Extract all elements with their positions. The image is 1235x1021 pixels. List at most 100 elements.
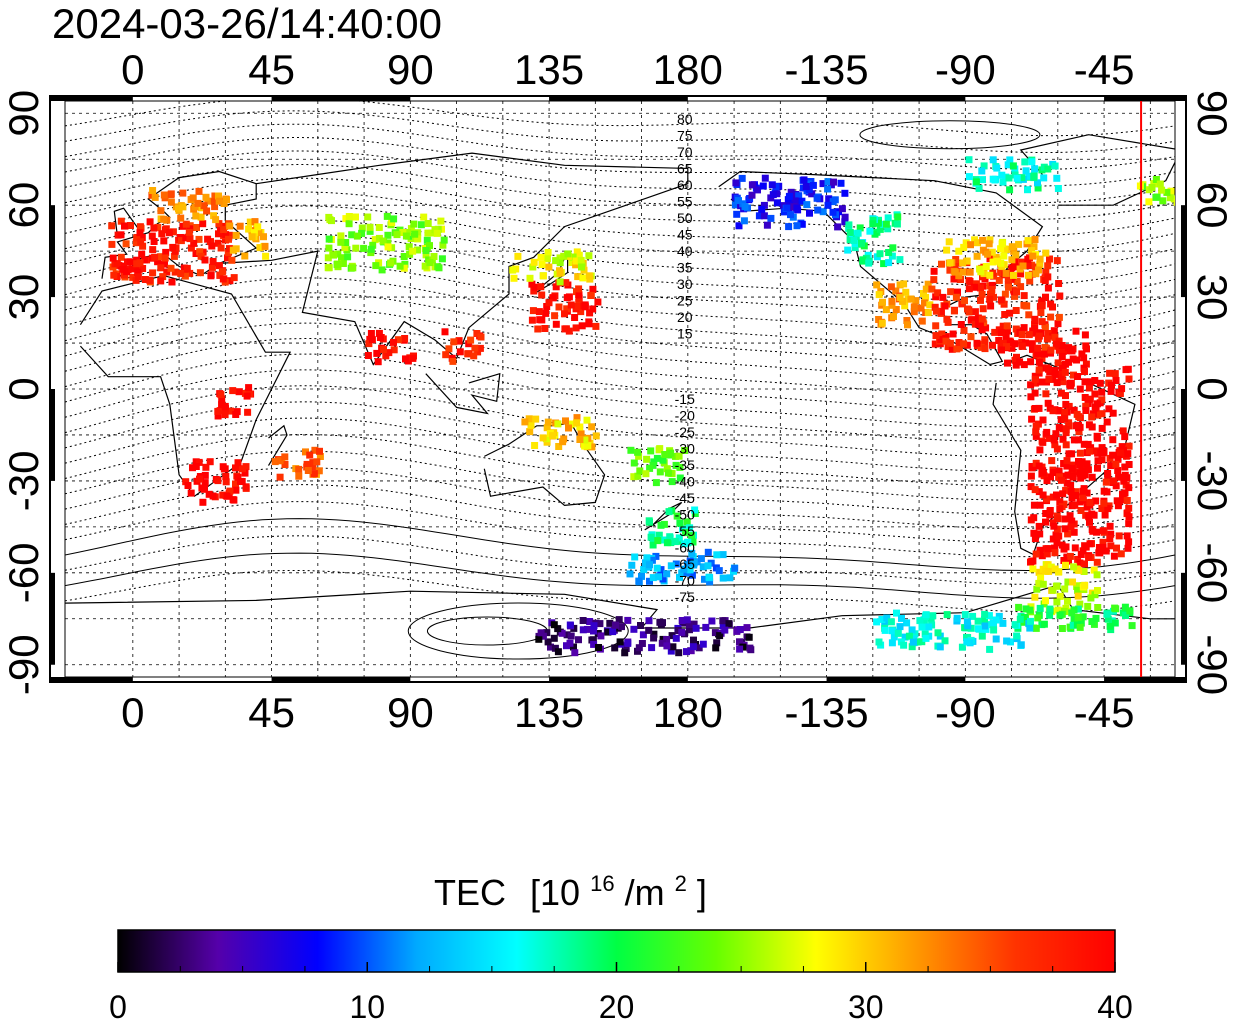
tec-cell — [1031, 486, 1039, 494]
tec-cell — [437, 217, 445, 225]
tec-cell — [1052, 340, 1060, 348]
tec-cell — [132, 239, 140, 247]
contour-label: -50 — [675, 507, 695, 523]
tec-cell — [439, 241, 447, 249]
tec-cell — [650, 634, 658, 642]
tec-cell — [982, 263, 990, 270]
tec-cell — [921, 630, 929, 638]
left-axis-label: -60 — [0, 542, 47, 603]
tec-cell — [1023, 302, 1031, 310]
tec-cell — [1010, 247, 1018, 255]
tec-cell — [158, 230, 166, 238]
tec-cell — [195, 235, 203, 243]
tec-cell — [899, 297, 907, 305]
tec-cell — [680, 540, 688, 548]
tec-cell — [900, 641, 908, 649]
tec-cell — [1090, 511, 1098, 519]
tec-cell — [126, 258, 134, 266]
tec-cell — [226, 487, 234, 495]
tec-cell — [1043, 550, 1051, 558]
tec-cell — [1055, 424, 1063, 431]
tec-cell — [1085, 396, 1093, 404]
tec-cell — [649, 574, 657, 582]
tec-cell — [1026, 277, 1034, 285]
tec-cell — [157, 253, 165, 261]
tec-cell — [1030, 501, 1038, 509]
tec-cell — [544, 249, 552, 256]
tec-cell — [725, 620, 733, 628]
tec-cell — [841, 189, 849, 197]
tec-cell — [798, 220, 806, 228]
tec-cell — [806, 209, 813, 217]
tec-cell — [550, 621, 558, 629]
tec-cell — [149, 187, 157, 194]
tec-cell — [573, 303, 581, 310]
tec-cell — [577, 308, 585, 316]
tec-cell — [325, 244, 333, 252]
tec-cell — [450, 338, 458, 346]
tec-cell — [236, 222, 244, 230]
tec-cell — [366, 227, 374, 235]
bottom-axis-label: -45 — [1074, 689, 1135, 736]
tec-cell — [783, 204, 791, 212]
colorbar-unit-mid: /m — [625, 872, 665, 913]
tec-cell — [675, 452, 683, 460]
tec-cell — [441, 328, 449, 336]
tec-cell — [401, 335, 409, 342]
tec-cell — [1017, 270, 1025, 278]
tec-cell — [196, 269, 204, 277]
tec-cell — [736, 638, 743, 646]
tec-cell — [719, 574, 727, 582]
tec-cell — [476, 344, 484, 352]
tec-cell — [985, 612, 993, 620]
tec-cell — [543, 629, 551, 637]
tec-cell — [246, 218, 254, 226]
tec-cell — [1053, 257, 1061, 265]
tec-cell — [1049, 469, 1057, 476]
tec-cell — [711, 629, 719, 637]
tec-cell — [316, 447, 323, 455]
tec-cell — [736, 645, 744, 653]
tec-cell — [575, 636, 582, 644]
contour-label: -55 — [675, 523, 695, 539]
tec-cell — [1103, 418, 1111, 426]
tec-cell — [1071, 501, 1079, 509]
tec-cell — [575, 298, 583, 306]
tec-cell — [659, 575, 667, 583]
tec-cell — [1112, 482, 1120, 490]
tec-cell — [1080, 354, 1088, 362]
tec-cell — [210, 212, 218, 220]
tec-cell — [169, 243, 177, 251]
tec-cell — [1018, 342, 1026, 350]
tec-cell — [1152, 193, 1160, 201]
tec-cell — [161, 254, 169, 262]
tec-cell — [931, 303, 939, 311]
tec-cell — [785, 192, 793, 200]
tec-cell — [938, 260, 945, 268]
tec-cell — [464, 350, 472, 358]
tec-cell — [1028, 270, 1036, 278]
tec-cell — [407, 225, 415, 233]
tec-cell — [890, 313, 897, 320]
tec-cell — [1039, 438, 1047, 446]
tec-cell — [567, 301, 575, 309]
tec-cell — [387, 259, 395, 267]
tec-cell — [1080, 440, 1088, 448]
tec-cell — [1056, 498, 1064, 506]
tec-cell — [1042, 390, 1050, 398]
tec-data-layer — [108, 156, 1175, 657]
tec-cell — [1025, 172, 1033, 180]
tec-cell — [1118, 443, 1126, 451]
tec-cell — [885, 249, 893, 256]
tec-cell — [1067, 382, 1075, 390]
tec-cell — [1150, 180, 1158, 188]
tec-cell — [1000, 252, 1008, 260]
tec-cell — [581, 301, 589, 309]
contour-label: 80 — [677, 111, 693, 127]
tec-cell — [1123, 532, 1131, 540]
tec-cell — [1076, 559, 1084, 567]
tec-cell — [1054, 515, 1062, 523]
tec-cell — [1093, 400, 1101, 408]
tec-cell — [455, 337, 463, 345]
tec-cell — [409, 354, 417, 362]
